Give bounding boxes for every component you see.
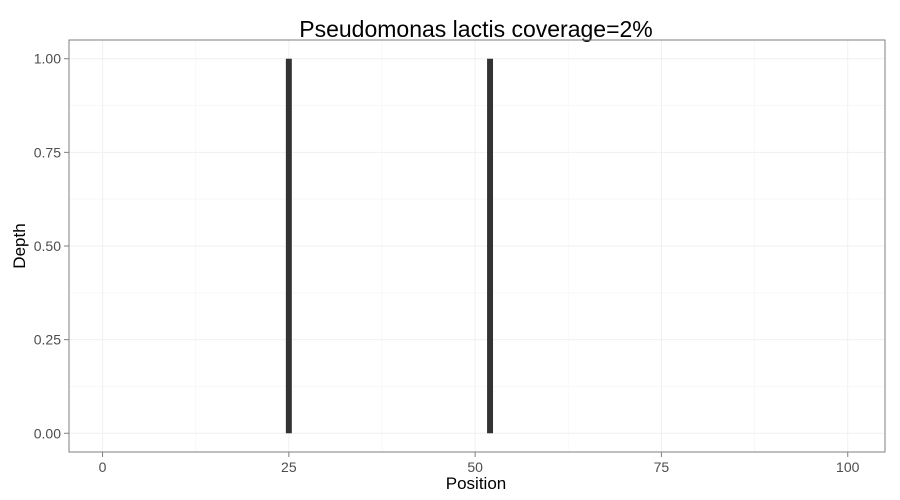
x-tick-label: 100 [836, 459, 860, 475]
y-tick-label: 0.25 [34, 332, 61, 348]
coverage-bar [487, 58, 494, 434]
chart-title: Pseudomonas lactis coverage=2% [299, 16, 653, 42]
coverage-bar [285, 58, 292, 434]
x-tick-label: 0 [99, 459, 107, 475]
y-axis-title: Depth [10, 223, 29, 268]
y-tick-label: 0.50 [34, 238, 61, 254]
y-tick-label: 0.00 [34, 425, 61, 441]
axis-ticks: 0 25 50 75 100 0.00 0.25 0.50 0.75 1.00 [34, 51, 860, 475]
x-axis-title: Position [446, 474, 506, 493]
x-tick-label: 25 [281, 459, 297, 475]
x-tick-label: 75 [654, 459, 670, 475]
y-tick-label: 1.00 [34, 51, 61, 67]
y-tick-label: 0.75 [34, 144, 61, 160]
bars [285, 58, 494, 434]
x-tick-label: 50 [467, 459, 483, 475]
grid [69, 40, 885, 452]
